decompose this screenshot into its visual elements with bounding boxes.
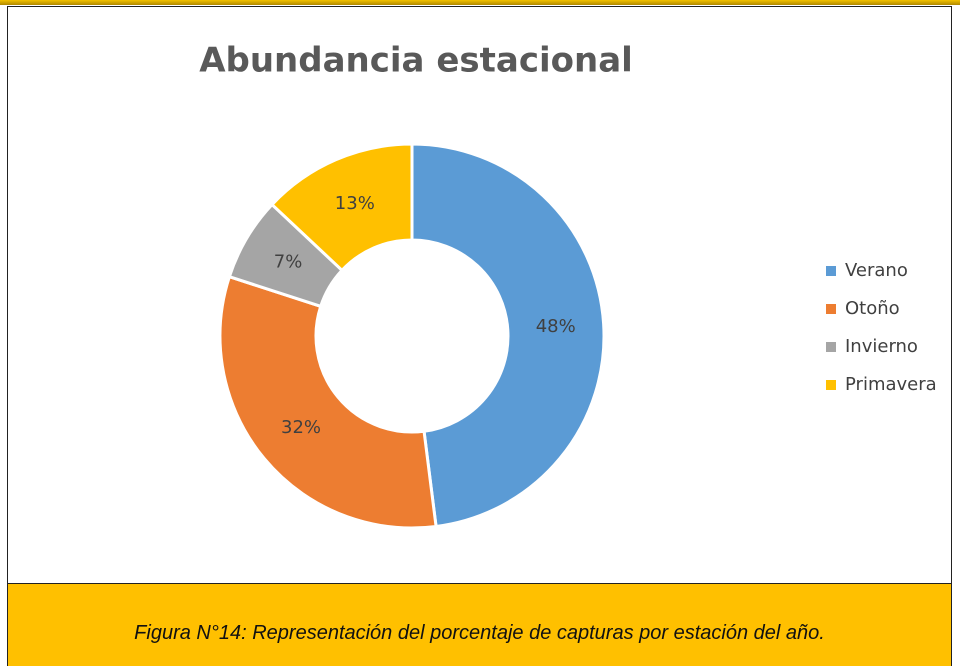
slice: [410, 142, 606, 529]
legend-swatch: [826, 266, 836, 276]
legend-swatch: [826, 380, 836, 390]
data-label: 48%: [536, 316, 576, 337]
chart: Abundancia estacional 48% 32% 7% 13% Verano O…: [199, 41, 937, 530]
legend-label: Verano: [845, 260, 908, 281]
slice: [269, 142, 414, 273]
caption-box: Figura N°14: Representación del porcenta…: [8, 583, 951, 666]
legend-label: Otoño: [845, 298, 900, 319]
data-label: 7%: [274, 252, 303, 273]
data-label: 13%: [335, 193, 375, 214]
legend-label: Primavera: [845, 374, 937, 395]
legend-swatch: [826, 304, 836, 314]
chart-title: Abundancia estacional: [199, 41, 633, 81]
top-bar: [0, 0, 960, 5]
data-label: 32%: [281, 417, 321, 438]
caption: Figura N°14: Representación del porcenta…: [134, 622, 825, 644]
legend-swatch: [826, 342, 836, 352]
legend-label: Invierno: [845, 336, 918, 357]
slice: [218, 274, 438, 530]
frame: [7, 6, 952, 666]
